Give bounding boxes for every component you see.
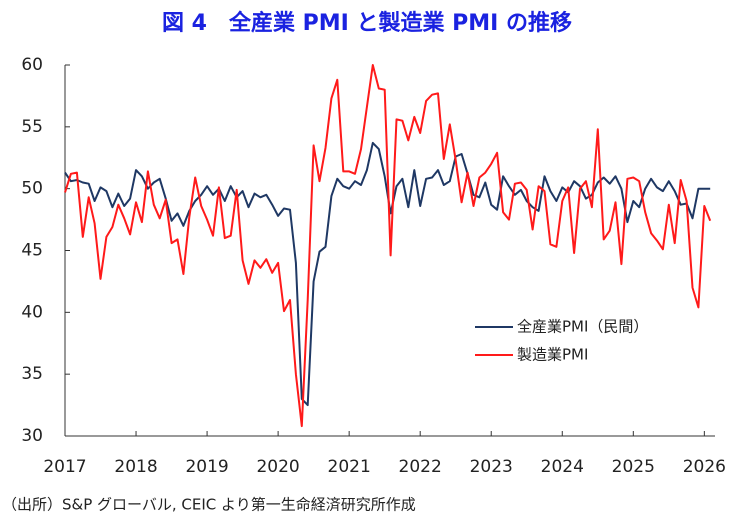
x-tick-label: 2018: [114, 457, 157, 477]
legend-label: 製造業PMI: [517, 346, 588, 364]
series-line: [64, 64, 712, 428]
legend-label: 全産業PMI（民間）: [517, 318, 648, 336]
y-tick-label: 50: [21, 179, 43, 199]
x-tick-label: 2024: [541, 457, 584, 477]
y-tick-label: 55: [21, 117, 43, 137]
source-note: （出所）S&P グローバル, CEIC より第一生命経済研究所作成: [2, 496, 416, 514]
x-tick-label: 2025: [612, 457, 655, 477]
x-tick-label: 2022: [399, 457, 442, 477]
x-tick-label: 2021: [328, 457, 371, 477]
x-tick-label: 2017: [43, 457, 86, 477]
x-tick-label: 2020: [256, 457, 299, 477]
y-tick-label: 45: [21, 241, 43, 261]
y-tick-label: 40: [21, 302, 43, 322]
x-tick-label: 2019: [185, 457, 228, 477]
x-tick-label: 2023: [470, 457, 513, 477]
y-tick-label: 60: [21, 55, 43, 75]
x-tick-label: 2026: [683, 457, 726, 477]
y-tick-label: 30: [21, 426, 43, 446]
chart-title: 図 4 全産業 PMI と製造業 PMI の推移: [162, 10, 572, 36]
y-tick-label: 35: [21, 364, 43, 384]
